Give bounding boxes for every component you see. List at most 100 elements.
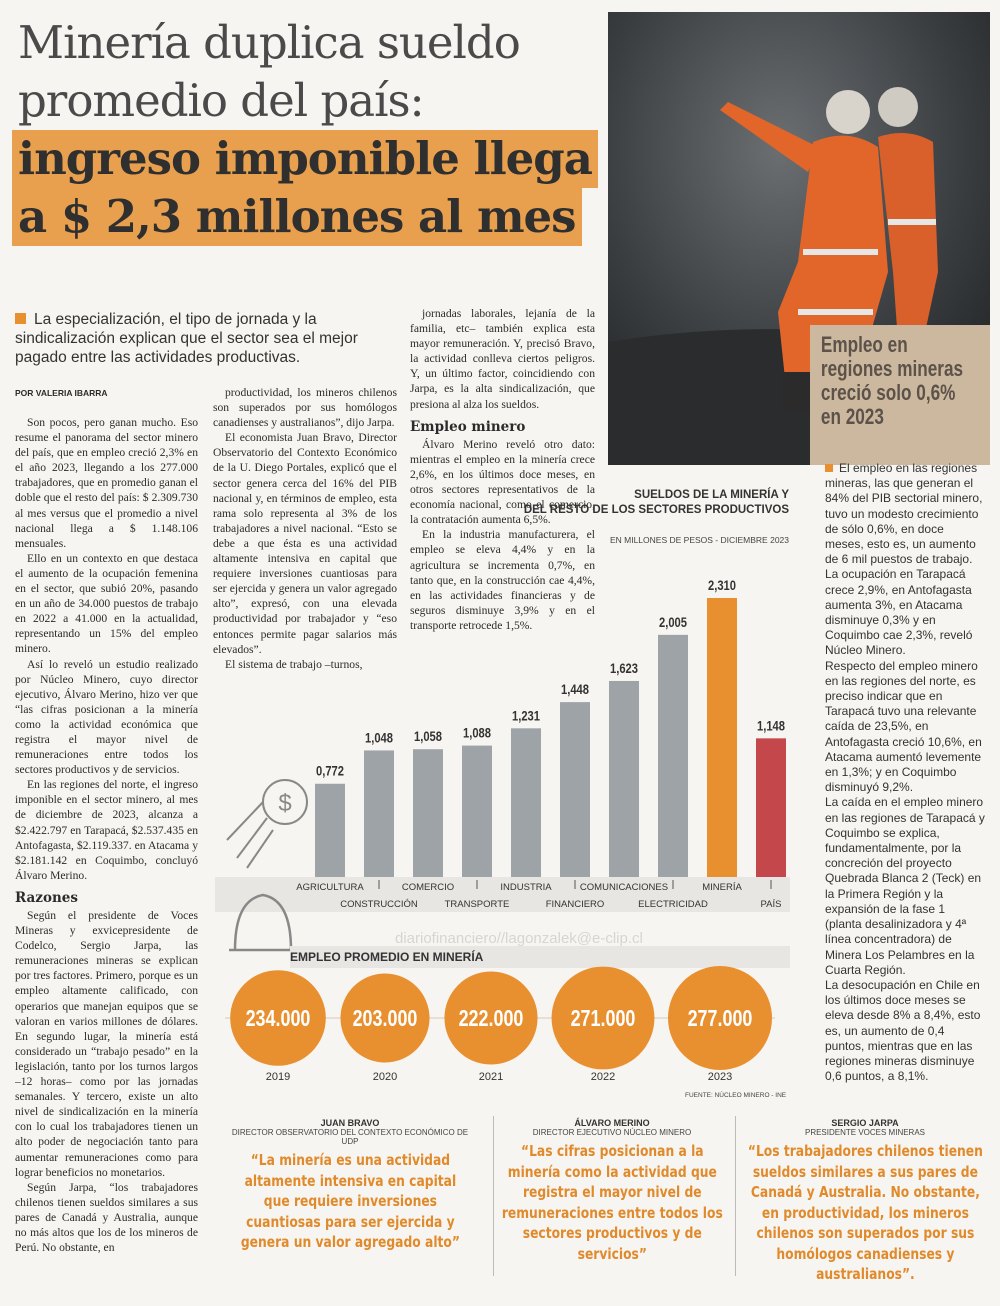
- divider: [493, 1116, 494, 1276]
- employment-value: 234.000: [246, 1006, 311, 1032]
- x-tick-label: CONSTRUCCIÓN: [340, 899, 418, 910]
- quote: SERGIO JARPA PRESIDENTE VOCES MINERAS “Los…: [745, 1118, 985, 1285]
- quote-name: JUAN BRAVO: [320, 1118, 380, 1128]
- bar: [413, 749, 443, 877]
- paragraph: El sistema de trabajo –turnos,: [225, 657, 363, 671]
- value-label: 0,772: [316, 764, 344, 779]
- paragraph: jornadas laborales, lejanía de la famili…: [410, 307, 595, 411]
- bar: [364, 750, 394, 877]
- chart: SUELDOS DE LA MINERÍA Y DEL RESTO DE LOS …: [215, 488, 790, 1099]
- employment-bubble: [668, 966, 772, 1070]
- source: FUENTE: NÚCLEO MINERO - INE: [685, 1090, 787, 1099]
- value-label: 1,623: [610, 661, 638, 676]
- worker: [878, 87, 938, 342]
- value-label: 1,231: [512, 708, 540, 723]
- paragraph: En las regiones del norte, el ingreso im…: [15, 778, 198, 882]
- headline-line: a $ 2,3 millones al mes: [12, 188, 582, 246]
- lead-marker: [15, 313, 26, 324]
- quotes: JUAN BRAVO DIRECTOR OBSERVATORIO DEL CONT…: [0, 1108, 1000, 1298]
- chart-title: SUELDOS DE LA MINERÍA Y DEL RESTO DE LOS …: [524, 488, 790, 516]
- year-label: 2021: [479, 1071, 503, 1083]
- quote-name: SERGIO JARPA: [831, 1118, 899, 1128]
- x-tick-label: ELECTRICIDAD: [638, 899, 708, 910]
- sidebar-header: Empleo en regiones mineras creció solo 0…: [810, 325, 990, 465]
- sidebar-paragraph: Respecto del empleo minero en las region…: [825, 658, 982, 795]
- x-tick-label: AGRICULTURA: [296, 882, 364, 893]
- paragraph: El economista Juan Bravo, Director Obser…: [213, 431, 397, 656]
- x-tick-label: COMERCIO: [402, 882, 454, 893]
- quote-role: DIRECTOR EJECUTIVO NÚCLEO MINERO: [532, 1128, 692, 1137]
- sidebar-text: El empleo en las regiones mineras, las q…: [825, 461, 985, 1084]
- value-label: 2,005: [659, 615, 687, 630]
- value-label: 1,448: [561, 682, 589, 697]
- sidebar-paragraph: La caída en el empleo minero en las regi…: [825, 795, 985, 977]
- bar: [511, 728, 541, 877]
- employment-value: 222.000: [459, 1006, 524, 1032]
- employment-bubble: [340, 973, 430, 1063]
- quote-role: PRESIDENTE VOCES MINERAS: [804, 1128, 926, 1137]
- year-label: 2022: [591, 1071, 615, 1083]
- quote-role: DIRECTOR OBSERVATORIO DEL CONTEXTO ECONÓ…: [231, 1128, 469, 1146]
- paragraphs: Según el presidente de Voces Mineras y e…: [15, 908, 198, 1255]
- paragraphs: jornadas laborales, lejanía de la famili…: [410, 306, 595, 412]
- x-tick-label: MINERÍA: [702, 882, 742, 893]
- value-label: 2,310: [708, 578, 736, 593]
- paragraphs: Álvaro Merino reveló otro dato: mientras…: [410, 437, 595, 633]
- employment-value: 277.000: [688, 1006, 753, 1032]
- year-label: 2023: [708, 1071, 732, 1083]
- sidebar-title: Empleo en regiones mineras creció solo 0…: [820, 332, 964, 429]
- coin-symbol: $: [278, 790, 291, 817]
- headline-line: ingreso imponible llega: [12, 130, 598, 188]
- x-tick-label: COMUNICACIONES: [580, 882, 668, 893]
- employment-value: 203.000: [353, 1006, 418, 1032]
- column: productividad, los mineros chilenos son …: [213, 385, 397, 710]
- paragraph: Álvaro Merino reveló otro dato: mientras…: [410, 437, 595, 527]
- employment-value: 271.000: [571, 1006, 636, 1032]
- quote-text: “Las cifras posicionan a la minería como…: [501, 1142, 723, 1263]
- paragraphs: Son pocos, pero ganan mucho. Eso resume …: [15, 415, 198, 883]
- coin-icon: $: [226, 779, 308, 869]
- value-label: 1,088: [463, 725, 491, 740]
- watermark: diariofinanciero//lagonzalek@e-clip.cl: [395, 930, 643, 947]
- paragraph: En la industria manufacturera, el empleo…: [410, 528, 595, 632]
- label-band: [215, 877, 790, 912]
- employment-title: EMPLEO PROMEDIO EN MINERÍA: [290, 949, 484, 964]
- lead-text: La especialización, el tipo de jornada y…: [15, 311, 358, 366]
- column: jornadas laborales, lejanía de la famili…: [410, 306, 595, 681]
- quote-text: “La minería es una actividad altamente i…: [240, 1151, 460, 1251]
- employment-bubble: [444, 971, 538, 1065]
- headline-line: Minería duplica sueldo: [18, 16, 521, 69]
- paragraph: Son pocos, pero ganan mucho. Eso resume …: [15, 416, 198, 550]
- bar: [609, 680, 639, 877]
- helmet-icon: [229, 893, 297, 952]
- headline: Minería duplica sueldo promedio del país…: [12, 14, 598, 246]
- x-tick-label: PAÍS: [761, 899, 782, 910]
- speed-line: [246, 829, 274, 869]
- lead: La especialización, el tipo de jornada y…: [15, 310, 405, 367]
- sidebar-paragraph: El empleo en las regiones mineras, las q…: [825, 461, 983, 658]
- bar: [462, 745, 492, 877]
- employment-bubble: [230, 970, 326, 1066]
- chart-subtitle: EN MILLONES DE PESOS - DICIEMBRE 2023: [610, 535, 789, 545]
- year-label: 2020: [373, 1071, 397, 1083]
- paragraph: Según Jarpa, “los trabajadores chilenos …: [15, 1180, 198, 1255]
- paragraph: Según el presidente de Voces Mineras y e…: [15, 909, 198, 1179]
- headline-line: promedio del país:: [18, 74, 425, 127]
- bar: [658, 634, 688, 877]
- x-tick-label: TRANSPORTE: [445, 899, 510, 910]
- year-label: 2019: [266, 1071, 290, 1083]
- paragraph: productividad, los mineros chilenos son …: [213, 386, 397, 430]
- sidebar-paragraph: La desocupación en Chile en los últimos …: [825, 977, 981, 1084]
- value-label: 1,048: [365, 730, 393, 745]
- x-tick-label: FINANCIERO: [546, 899, 605, 910]
- paragraph: Ello en un contexto en que destaca el au…: [15, 551, 198, 656]
- quote-name: ÁLVARO MERINO: [574, 1118, 650, 1128]
- bar: [756, 738, 786, 877]
- divider: [735, 1116, 736, 1276]
- value-label: 1,148: [757, 718, 785, 733]
- quote: ÁLVARO MERINO DIRECTOR EJECUTIVO NÚCLEO M…: [497, 1118, 727, 1264]
- paragraphs: productividad, los mineros chilenos son …: [213, 385, 397, 672]
- bar: [315, 783, 345, 877]
- bar: [707, 598, 737, 877]
